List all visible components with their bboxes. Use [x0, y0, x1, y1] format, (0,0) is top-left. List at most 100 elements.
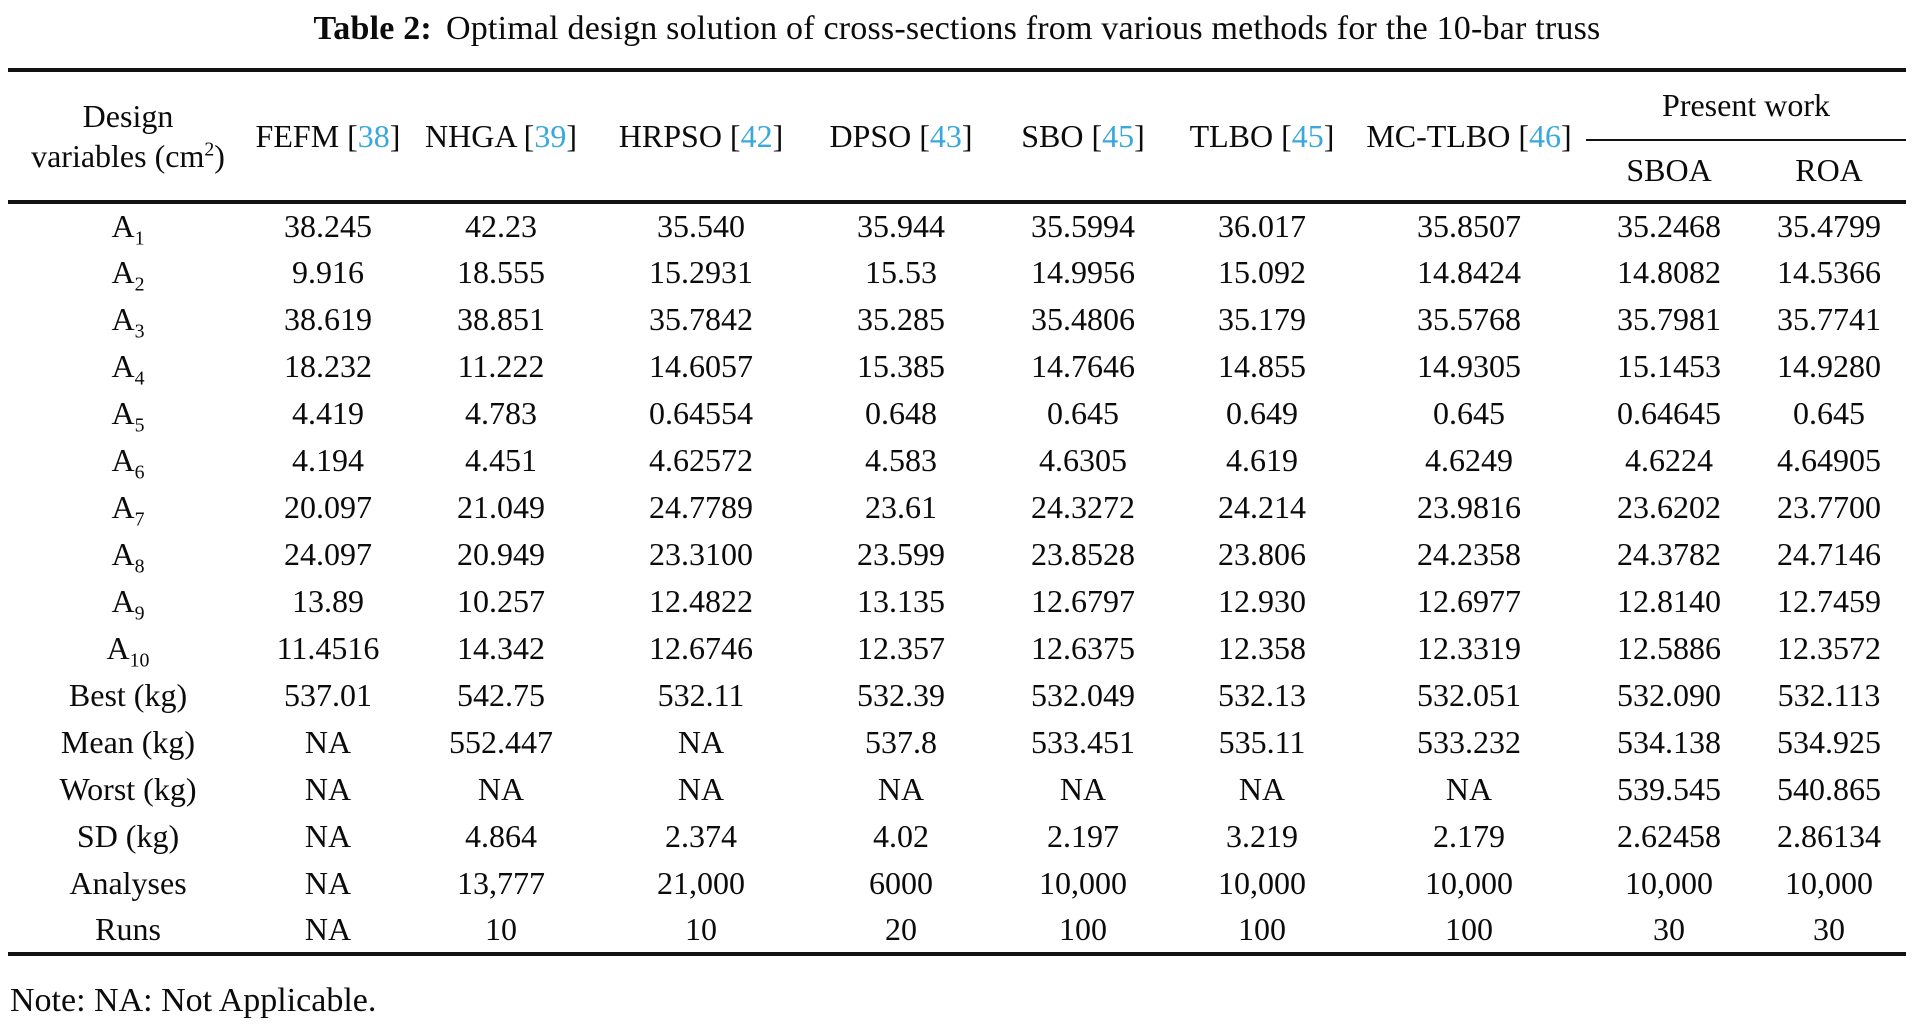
table-footnote: Note: NA: Not Applicable. — [10, 982, 377, 1019]
cite-bracket-close: ] — [566, 117, 577, 154]
value-cell: 24.3782 — [1617, 536, 1721, 572]
table-caption: Table 2: Optimal design solution of cross… — [0, 0, 1914, 68]
cite-bracket-close: ] — [1134, 117, 1145, 154]
value-cell: 12.5886 — [1617, 630, 1721, 666]
row-label: A4 — [111, 348, 145, 390]
value-cell: NA — [677, 771, 725, 807]
value-cell: 14.5366 — [1777, 254, 1881, 290]
value-cell: 14.8082 — [1617, 254, 1721, 290]
row-label: A1 — [111, 208, 145, 250]
row-label: A8 — [111, 536, 145, 578]
value-cell: 532.090 — [1617, 677, 1721, 713]
cite-bracket-open: [ — [523, 117, 535, 154]
value-cell: 2.374 — [665, 818, 737, 854]
value-cell: 10,000 — [1039, 865, 1127, 901]
cite-bracket-open: [ — [729, 117, 741, 154]
column-header-hrpso: HRPSO [42] — [594, 70, 808, 204]
value-cell: 532.13 — [1218, 677, 1306, 713]
value-cell: 12.8140 — [1617, 583, 1721, 619]
present-work-label: Present work — [1662, 87, 1830, 123]
table-row: A4 18.232 11.222 14.6057 15.385 14.7646 14.855… — [8, 343, 1906, 390]
value-cell: 4.583 — [865, 442, 937, 478]
method-name: MC-TLBO — [1366, 117, 1511, 154]
value-cell: NA — [477, 771, 525, 807]
value-cell: 2.86134 — [1777, 818, 1881, 854]
value-cell: 533.451 — [1031, 724, 1135, 760]
value-cell: 23.61 — [865, 489, 937, 525]
citation-link[interactable]: 42 — [740, 117, 773, 154]
value-cell: 35.7842 — [649, 301, 753, 337]
value-cell: 20 — [808, 907, 994, 956]
value-cell: 0.645 — [1047, 395, 1119, 431]
value-cell: 2.179 — [1433, 818, 1505, 854]
row-label-subscript: 8 — [134, 555, 145, 578]
value-cell: 14.6057 — [649, 348, 753, 384]
cite-bracket-close: ] — [1323, 117, 1335, 154]
value-cell: 10.257 — [457, 583, 545, 619]
column-header-sbo: SBO [45] — [994, 70, 1172, 204]
row-label-subscript: 2 — [134, 273, 145, 296]
value-cell: 24.214 — [1218, 489, 1306, 525]
citation-link[interactable]: 38 — [357, 117, 390, 154]
value-cell: NA — [248, 907, 408, 956]
value-cell: 535.11 — [1218, 724, 1306, 760]
value-cell: 14.855 — [1218, 348, 1306, 384]
value-cell: 23.3100 — [649, 536, 753, 572]
value-cell: 4.194 — [292, 442, 364, 478]
value-cell: NA — [877, 771, 925, 807]
row-label-subscript: 3 — [134, 320, 145, 343]
table-caption-text: Optimal design solution of cross-section… — [445, 10, 1601, 47]
citation-link[interactable]: 45 — [1291, 117, 1324, 154]
value-cell: 15.092 — [1218, 254, 1306, 290]
cite-bracket-close: ] — [772, 117, 784, 154]
column-header-tlbo: TLBO [45] — [1172, 70, 1352, 204]
design-header-line2: variables (cm — [31, 138, 205, 174]
value-cell: 3.219 — [1226, 818, 1298, 854]
value-cell: 4.6224 — [1625, 442, 1713, 478]
column-header-fefm: FEFM [38] — [248, 70, 408, 204]
value-cell: 15.1453 — [1617, 348, 1721, 384]
value-cell: 0.645 — [1433, 395, 1505, 431]
value-cell: 10 — [594, 907, 808, 956]
table-header: Design variables (cm2) FEFM [38] NHGA [39… — [8, 70, 1906, 204]
value-cell: 30 — [1586, 907, 1752, 956]
value-cell: 14.7646 — [1031, 348, 1135, 384]
value-cell: 14.342 — [457, 630, 545, 666]
value-cell: 12.6746 — [649, 630, 753, 666]
value-cell: NA — [304, 865, 352, 901]
cite-bracket-close: ] — [389, 117, 401, 154]
value-cell: 0.64645 — [1617, 395, 1721, 431]
value-cell: 4.619 — [1226, 442, 1298, 478]
table-caption-label: Table 2: — [313, 10, 432, 47]
value-cell: 21,000 — [657, 865, 745, 901]
method-name: DPSO — [829, 117, 912, 154]
column-header-sboa: SBOA — [1586, 140, 1752, 204]
citation-link[interactable]: 39 — [534, 117, 567, 154]
value-cell: 12.7459 — [1777, 583, 1881, 619]
citation-link[interactable]: 43 — [929, 117, 962, 154]
citation-link[interactable]: 45 — [1102, 117, 1135, 154]
value-cell: 18.232 — [284, 348, 372, 384]
value-cell: 42.23 — [465, 208, 537, 244]
value-cell: 542.75 — [457, 677, 545, 713]
row-label-subscript: 1 — [134, 227, 145, 250]
value-cell: 2.62458 — [1617, 818, 1721, 854]
value-cell: 11.4516 — [276, 630, 380, 666]
row-label: A6 — [111, 442, 145, 484]
design-header-sup: 2 — [204, 138, 215, 161]
row-label: A2 — [111, 254, 145, 296]
value-cell: 12.3319 — [1417, 630, 1521, 666]
table-row: Mean (kg) NA 552.447 NA 537.8 533.451 535.11 53… — [8, 719, 1906, 766]
design-header-line1: Design — [82, 98, 174, 134]
value-cell: 38.619 — [284, 301, 372, 337]
citation-link[interactable]: 46 — [1529, 117, 1561, 154]
value-cell: 4.783 — [465, 395, 537, 431]
column-header-roa: ROA — [1752, 140, 1906, 204]
value-cell: 4.6249 — [1425, 442, 1513, 478]
table-row: A5 4.419 4.783 0.64554 0.648 0.645 0.649 0.645 0… — [8, 390, 1906, 437]
value-cell: 12.930 — [1218, 583, 1306, 619]
value-cell: 534.925 — [1777, 724, 1881, 760]
value-cell: 35.5994 — [1031, 208, 1135, 244]
value-cell: 4.451 — [465, 442, 537, 478]
value-cell: 10,000 — [1625, 865, 1713, 901]
